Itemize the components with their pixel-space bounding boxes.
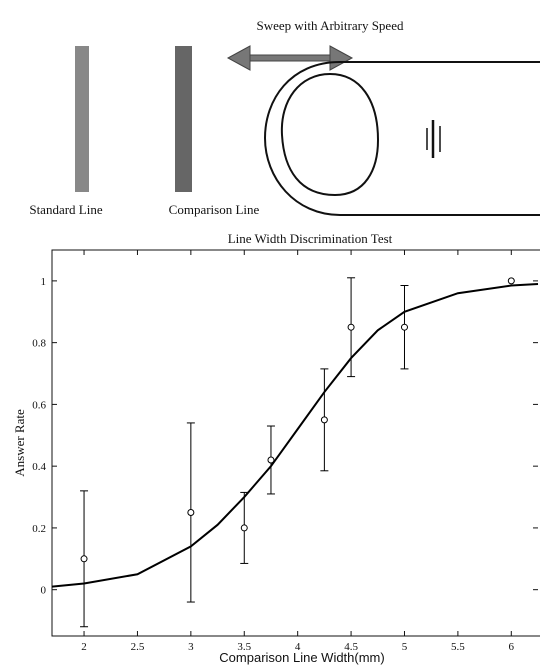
y-tick-label: 0.4 bbox=[32, 461, 46, 473]
fitted-curve bbox=[52, 282, 539, 588]
data-point bbox=[400, 323, 408, 331]
y-tick-label: 0.6 bbox=[32, 399, 46, 411]
data-point bbox=[347, 323, 355, 331]
y-tick-label: 0 bbox=[41, 585, 47, 597]
comparison-line bbox=[175, 46, 192, 192]
finger bbox=[263, 61, 540, 216]
y-tick-label: 0.8 bbox=[32, 338, 46, 350]
data-point bbox=[267, 456, 275, 464]
standard-line bbox=[75, 46, 89, 192]
comparison-label: Comparison Line bbox=[169, 202, 260, 217]
x-tick-label: 3 bbox=[188, 641, 194, 653]
x-tick-label: 3.5 bbox=[237, 641, 251, 653]
x-tick-label: 4.5 bbox=[344, 641, 358, 653]
y-axis-label: Answer Rate bbox=[12, 409, 27, 477]
y-tick-label: 0.2 bbox=[32, 523, 46, 535]
diagram: Standard Line Comparison Line Sweep with… bbox=[29, 18, 540, 217]
data-point bbox=[240, 524, 248, 532]
y-tick-label: 1 bbox=[41, 276, 47, 288]
x-tick-label: 4 bbox=[295, 641, 301, 653]
x-tick-label: 2 bbox=[81, 641, 87, 653]
plot-frame bbox=[51, 249, 540, 637]
chart-title: Line Width Discrimination Test bbox=[228, 231, 393, 246]
sweep-arrow bbox=[226, 45, 354, 71]
standard-label: Standard Line bbox=[29, 202, 103, 217]
data-point bbox=[507, 277, 515, 285]
x-tick-label: 5.5 bbox=[451, 641, 465, 653]
x-axis-label: Comparison Line Width(mm) bbox=[219, 650, 384, 665]
data-point bbox=[320, 416, 328, 424]
sweep-label: Sweep with Arbitrary Speed bbox=[257, 18, 404, 33]
x-tick-label: 2.5 bbox=[131, 641, 145, 653]
x-tick-label: 6 bbox=[509, 641, 515, 653]
data-point bbox=[187, 508, 195, 516]
x-tick-label: 5 bbox=[402, 641, 408, 653]
plot-area bbox=[52, 277, 539, 628]
data-point bbox=[80, 555, 88, 563]
